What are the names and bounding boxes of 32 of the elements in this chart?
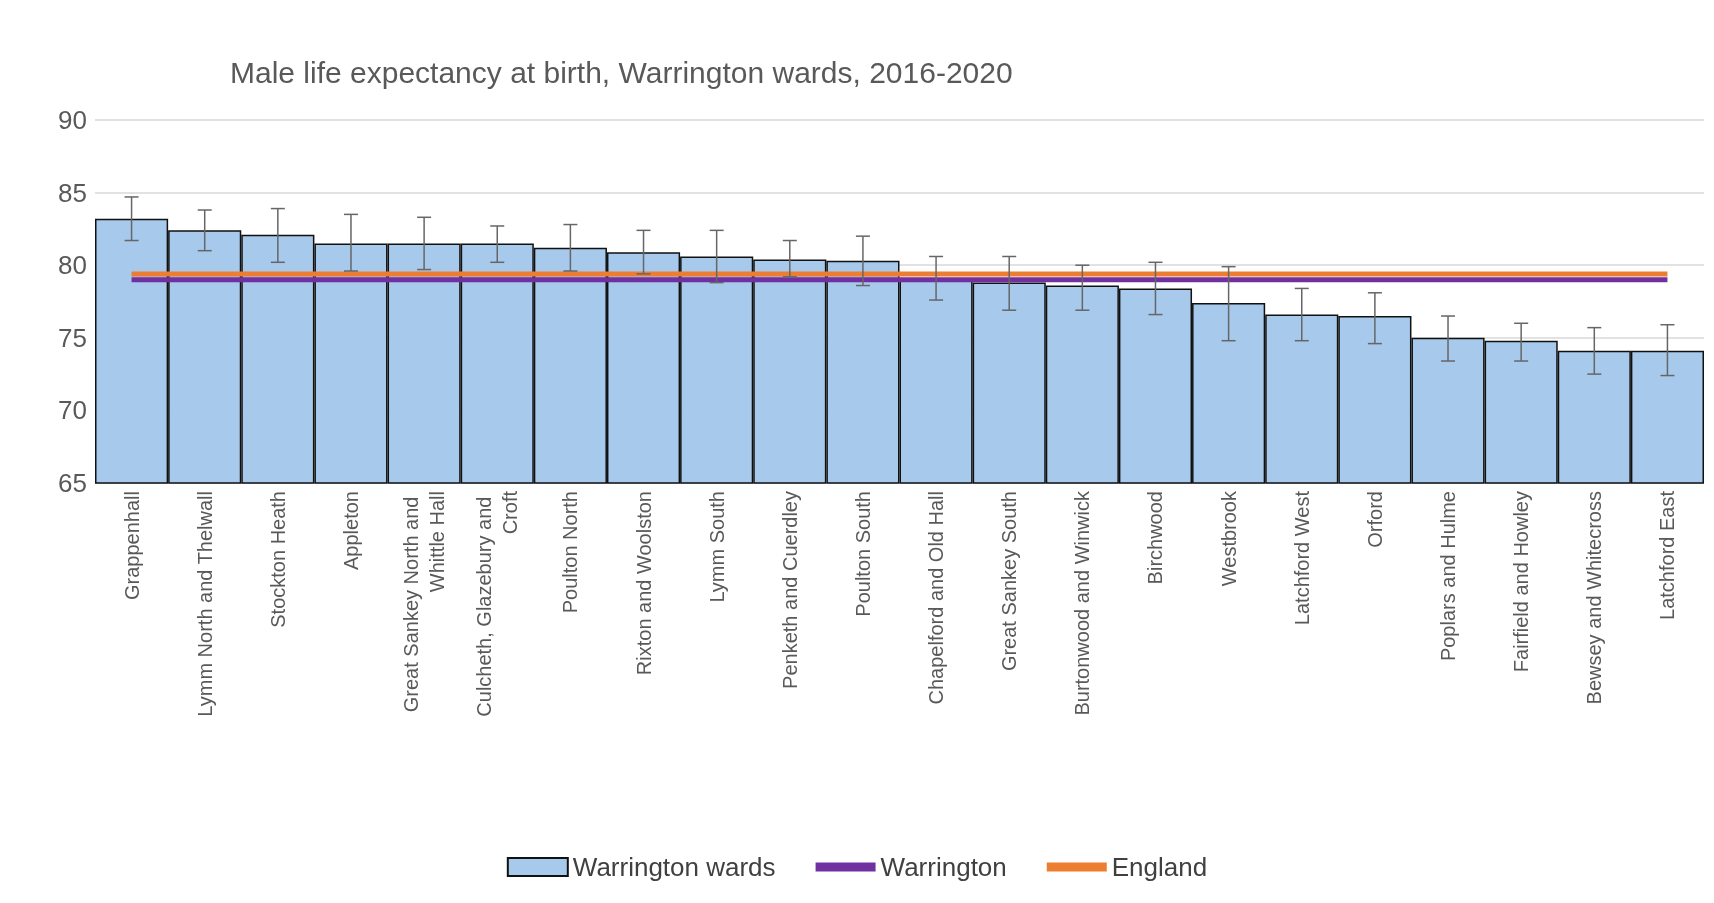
x-tick-label: Bewsey and Whitecross — [1583, 491, 1606, 705]
x-tick-label: Westbrook — [1217, 490, 1240, 587]
x-tick-label: Lymm South — [705, 491, 728, 603]
x-tick-label: Penketh and Cuerdley — [778, 491, 801, 689]
x-tick-label: Latchford West — [1290, 490, 1313, 626]
chart-title: Male life expectancy at birth, Warrington wards, 2016-2020 — [230, 55, 1013, 89]
y-tick-label: 70 — [58, 395, 87, 426]
y-tick-label: 80 — [58, 250, 87, 281]
legend-label: England — [1111, 852, 1208, 882]
x-tick-label: Great Sankey North and Whittle Hall — [400, 491, 449, 713]
x-tick-label: Grappenhall — [120, 491, 143, 600]
x-tick-label: Chapelford and Old Hall — [925, 491, 948, 705]
x-tick-label: Lymm North and Thelwall — [193, 491, 216, 717]
x-tick-label: Latchford East — [1656, 490, 1679, 620]
x-tick-label: Orford — [1363, 491, 1386, 548]
y-tick-label: 85 — [58, 177, 87, 208]
x-tick-label: Burtonwood and Winwick — [1071, 490, 1094, 716]
x-tick-label: Poplars and Hulme — [1437, 491, 1460, 662]
legend-label: Warrington wards — [572, 852, 776, 882]
x-tick-label: Poulton North — [559, 491, 582, 614]
y-tick-label: 65 — [58, 468, 87, 498]
y-tick-label: 75 — [58, 322, 87, 353]
x-tick-label: Rixton and Woolston — [632, 491, 655, 676]
legend-label: Warrington — [880, 852, 1007, 882]
x-tick-label: Birchwood — [1144, 491, 1167, 585]
x-tick-label: Culcheth, Glazebury and Croft — [473, 490, 522, 717]
x-tick-label: Great Sankey South — [998, 491, 1021, 672]
x-tick-label: Poulton South — [851, 491, 874, 617]
x-tick-label: Fairfield and Howley — [1510, 491, 1533, 673]
y-tick-label: 90 — [58, 105, 87, 135]
x-tick-label: Appleton — [339, 491, 362, 570]
x-tick-label: Stockton Heath — [266, 491, 289, 628]
